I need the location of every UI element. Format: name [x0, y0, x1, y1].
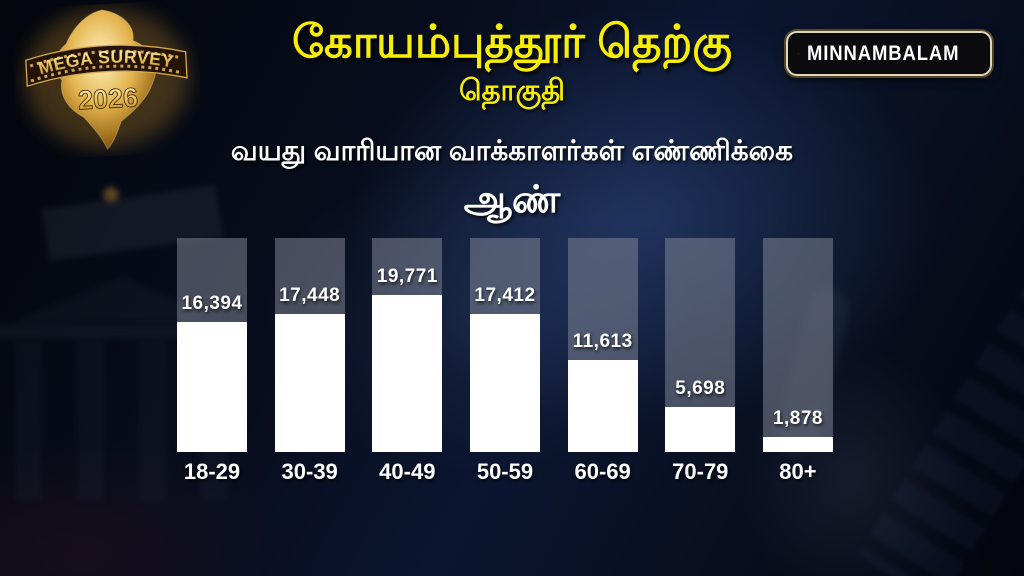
banner-filmstrip-perforations-top	[29, 49, 183, 68]
banner-filmstrip-perforations-bottom	[30, 64, 184, 83]
bar-track: 1,878	[762, 238, 833, 452]
bar-track: 16,394	[177, 238, 247, 452]
minnambalam-logo-badge: MINNAMBALAM	[786, 31, 992, 76]
mega-survey-logo-graphic: MEGA SURVEY 2026	[24, 7, 189, 150]
bar-category-label: 50-59	[476, 459, 534, 484]
age-wise-voters-bar-chart: 16,394 18-29 17,448 30-39 19,771 40-49 17,412 5…	[177, 238, 833, 484]
bar-track: 17,448	[274, 238, 345, 452]
bar-value-label: 5,698	[675, 378, 726, 399]
building-column	[77, 341, 104, 501]
brand-name-text: MINNAMBALAM	[806, 41, 960, 65]
bar-column-18-29: 16,394 18-29	[177, 238, 247, 484]
bar-fill	[469, 314, 540, 452]
bar-track: 17,412	[469, 238, 540, 452]
building-column	[15, 341, 42, 501]
bar-fill	[177, 322, 247, 452]
bar-column-80+: 1,878 80+	[762, 238, 833, 484]
minnambalam-m-icon	[798, 53, 799, 54]
bar-category-label: 60-69	[574, 459, 631, 484]
gender-label: ஆண்	[463, 179, 561, 222]
bar-column-50-59: 17,412 50-59	[469, 238, 540, 484]
bar-column-70-79: 5,698 70-79	[665, 238, 736, 484]
bar-track: 11,613	[567, 238, 638, 452]
bar-fill	[665, 407, 736, 452]
bar-fill	[274, 314, 345, 452]
bar-value-label: 16,394	[181, 293, 243, 314]
bar-value-label: 19,771	[376, 266, 438, 287]
bar-category-label: 80+	[779, 459, 817, 484]
bar-column-30-39: 17,448 30-39	[274, 238, 345, 484]
bar-column-40-49: 19,771 40-49	[372, 238, 443, 484]
bar-value-label: 11,613	[572, 331, 633, 352]
bar-fill	[372, 295, 443, 452]
bar-category-label: 70-79	[672, 459, 729, 484]
bar-value-label: 1,878	[772, 408, 823, 429]
bar-value-label: 17,412	[474, 285, 536, 306]
bar-fill	[762, 437, 833, 452]
bar-track: 19,771	[372, 238, 443, 452]
mega-survey-year-text: 2026	[77, 82, 139, 115]
bar-value-label: 17,448	[279, 285, 341, 306]
bar-category-label: 18-29	[183, 459, 241, 484]
bar-category-label: 40-49	[379, 459, 436, 484]
bar-track: 5,698	[665, 238, 736, 452]
bar-category-label: 30-39	[281, 459, 338, 484]
bar-fill	[567, 360, 638, 452]
building-emblem	[103, 187, 119, 203]
background-filmstrip	[856, 274, 1024, 576]
bar-column-60-69: 11,613 60-69	[567, 238, 638, 484]
mega-survey-2026-logo: MEGA SURVEY 2026	[10, 0, 204, 161]
